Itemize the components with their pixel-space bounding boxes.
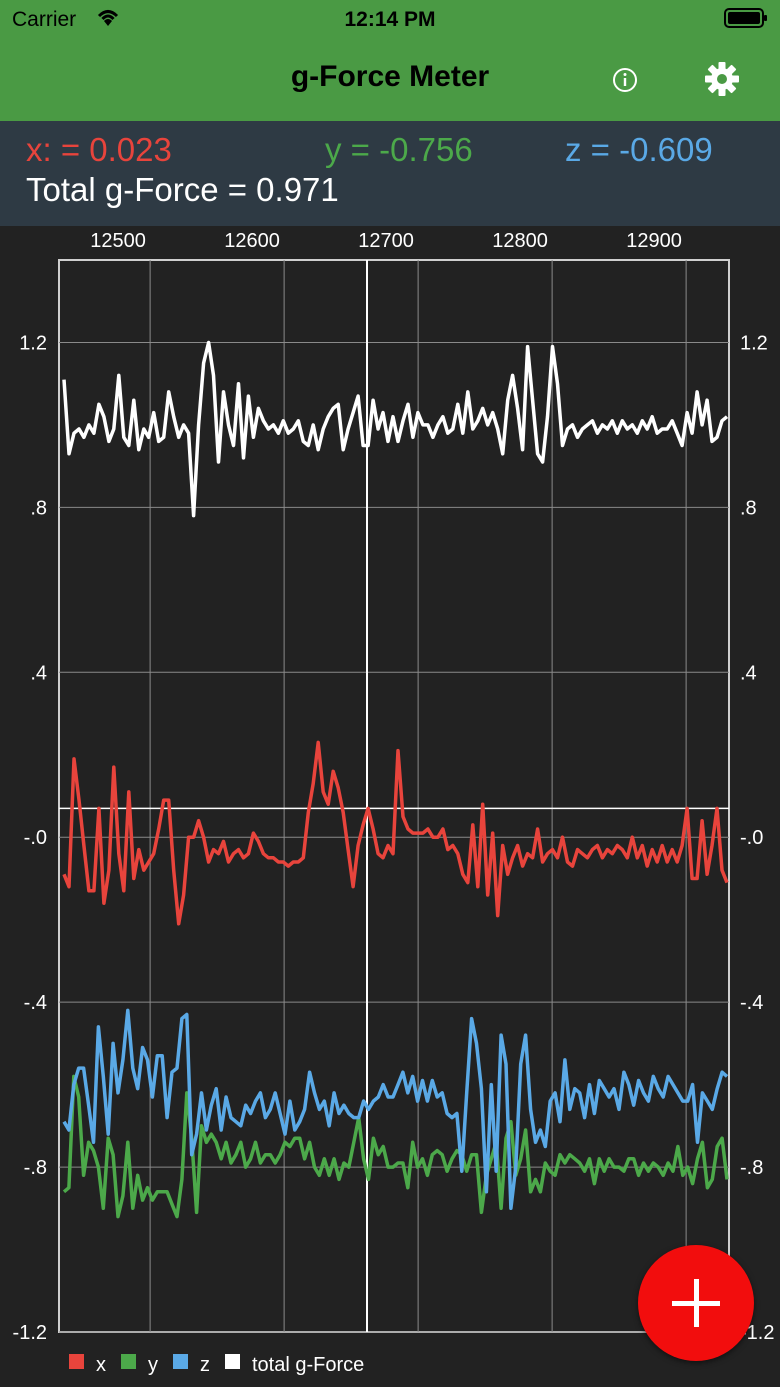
- y-tick-label-right: -.0: [740, 827, 763, 849]
- status-bar: Carrier 12:14 PM: [0, 0, 780, 40]
- legend-swatch-z: [173, 1354, 188, 1369]
- y-tick-label-right: -1.2: [740, 1322, 774, 1344]
- clock-time: 12:14 PM: [344, 8, 436, 31]
- add-button[interactable]: [638, 1245, 754, 1361]
- y-tick-label-left: -.4: [24, 992, 47, 1014]
- x-tick-label: 12500: [90, 230, 146, 252]
- series-line-x: [62, 740, 729, 926]
- legend-label-z: z: [200, 1354, 210, 1376]
- legend-swatch-total: [225, 1354, 240, 1369]
- y-tick-label-right: -.4: [740, 992, 763, 1014]
- y-tick-label-left: 1.2: [19, 332, 47, 354]
- navigation-bar: g-Force Meter: [0, 40, 780, 121]
- legend-label-x: x: [96, 1354, 106, 1376]
- y-tick-label-right: 1.2: [740, 332, 768, 354]
- y-tick-label-right: -.8: [740, 1157, 763, 1179]
- legend-label-total: total g-Force: [252, 1354, 364, 1376]
- y-tick-label-left: -1.2: [13, 1322, 47, 1344]
- chart-legend: x y z total g-Force: [69, 1354, 364, 1376]
- x-tick-label: 12700: [358, 230, 414, 252]
- page-title: g-Force Meter: [290, 60, 490, 93]
- carrier-label: Carrier: [12, 8, 77, 31]
- total-gforce-value: Total g-Force = 0.971: [26, 171, 339, 208]
- y-tick-label-left: -.8: [24, 1157, 47, 1179]
- chart-series: [62, 340, 729, 1219]
- y-tick-label-left: -.0: [24, 827, 47, 849]
- legend-swatch-x: [69, 1354, 84, 1369]
- x-value: x: = 0.023: [26, 131, 172, 168]
- x-tick-label: 12900: [626, 230, 682, 252]
- info-icon[interactable]: [611, 66, 639, 94]
- gforce-chart[interactable]: 12500 12600 12700 12800 12900 1.2 1.2 .8 .8 .4 .4…: [0, 226, 780, 1387]
- x-tick-label: 12800: [492, 230, 548, 252]
- y-tick-label-right: .8: [740, 497, 757, 519]
- chart-grid: [58, 259, 730, 1333]
- z-value: z = -0.609: [565, 131, 713, 168]
- y-tick-label-right: .4: [740, 662, 757, 684]
- legend-label-y: y: [148, 1354, 158, 1376]
- series-line-total: [62, 340, 729, 518]
- y-value: y = -0.756: [325, 131, 473, 168]
- wifi-icon: [97, 10, 119, 26]
- readout-panel: x: = 0.023 y = -0.756 z = -0.609 Total g…: [0, 121, 780, 226]
- battery-icon: [724, 8, 767, 28]
- y-tick-label-left: .8: [30, 497, 47, 519]
- gear-icon[interactable]: [703, 60, 741, 98]
- legend-swatch-y: [121, 1354, 136, 1369]
- series-line-z: [62, 1008, 729, 1211]
- x-tick-label: 12600: [224, 230, 280, 252]
- series-line-y: [62, 1074, 729, 1219]
- y-tick-label-left: .4: [30, 662, 47, 684]
- x-axis-ticks: 12500 12600 12700 12800 12900: [90, 230, 682, 252]
- y-axis-ticks: 1.2 1.2 .8 .8 .4 .4 -.0 -.0 -.4 -.4 -.8 -.8 -1.2 -1.2: [13, 332, 775, 1344]
